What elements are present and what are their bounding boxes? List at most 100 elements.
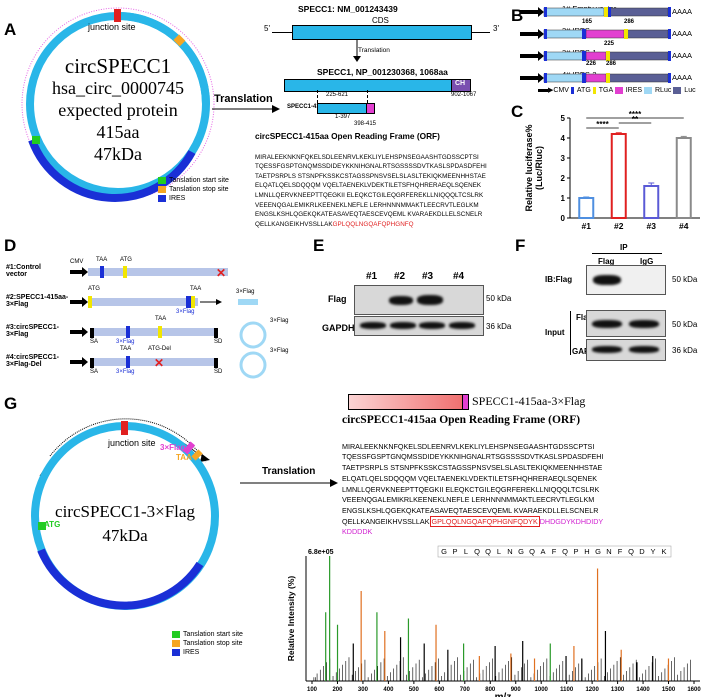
ms-peptide-residue: H [584,547,589,556]
ch-label: CH [455,80,466,87]
f-lane-igg: IgG [640,257,654,266]
legend-a-stop: Tanslation stop site [158,185,229,194]
orf-sequence-a: MIRALEEKNKNFQKELSDLEENRVLKEKLIYLEHSPNSEG… [255,143,487,239]
d-atgdel-4: ATG-Del [148,346,171,352]
d-taa-2: TAA [190,286,202,292]
d-flag-2b: 3×Flag [236,289,255,295]
b-pos-286-b: 286 [606,61,617,67]
d-atg-2: ATG [88,286,100,292]
circ-aa: 415aa [96,122,140,142]
g-start-marker [38,522,46,530]
e-kda36: 36 kDa [486,322,512,331]
junction-site-label-a: junction site [88,22,136,32]
g-junction-label: junction site [108,438,156,448]
g-circ-name: circSPECC1-3×Flag [55,502,195,521]
ms-peptide-residue: A [540,547,545,556]
f-ip-label: IP [620,243,628,252]
ms-peptide-residue: Y [650,547,655,556]
e-gapdh-band-3 [419,322,445,329]
g-orf-line-7: ENGSLKSHLQGEKQKATEASAVEQTAESCEVQEML KVAR… [342,505,599,515]
orf-a-line-2: TQESSFGSPTGNQMSSDIDEYKKNIHGNALRTSGSSSSDV… [255,163,487,171]
protein-415-bar [317,103,368,114]
c-ytick-label: 4 [561,134,566,143]
three-prime: 3' [493,24,499,33]
orf-a-line-7: ENGSLKSHLQGEKQKATEASAVEQTAESCEVQEML KVAR… [255,211,483,219]
f-input-label: Input [545,328,565,337]
gene-title: SPECC1: NM_001243439 [298,4,398,14]
c-bar [610,133,627,219]
mass-spectrum: 6.8e+05 Relative Intensity (%) 100 200 300 40… [286,545,701,697]
b-pos-286: 286 [624,19,635,25]
legend-a-ires: IRES [158,194,229,203]
ms-peptide-residue: G [441,547,447,556]
ms-xtick-label: 1200 [585,687,599,693]
e-lane-3: #3 [422,271,434,282]
legend-a-start: Tanslation start site [158,176,229,185]
g-orf-line-3: TAETPSRPLS STSNPFKSSKCSTAGSSPNSVSELSLASL… [342,463,603,473]
orf-a-line-5: LMNLLQERVKNEEPTTQEGKII ELEQKCTGILEQGRFER… [255,191,484,199]
translation-label-a: Translation [214,93,273,105]
c-sig-label: **** [629,110,642,119]
g-translation-label: Translation [262,466,316,477]
ms-peptide-residue: F [552,547,557,556]
circrna-diagram-a [21,7,215,202]
d-row-label-4: #4:circSPECC1- 3×Flag-Del [6,354,59,368]
orf-a-line-6: VEEENQGALEMIKRLKEENEKLNEFLE LERHNNNMMAKT… [255,201,479,209]
ms-peptide-box [437,545,672,558]
ms-xtick-label: 1500 [662,687,676,693]
e-flag-band-3 [417,295,443,305]
f-input-flag-blot [586,310,666,337]
ms-xtick-label: 400 [383,687,394,693]
b-pos-165: 165 [582,19,593,25]
five-prime: 5' [264,24,270,33]
construct-row-1 [520,7,671,17]
f-kda50-input: 50 kDa [672,320,698,329]
ms-xtick-label: 1000 [535,687,549,693]
circ-id: hsa_circ_0000745 [52,78,184,98]
ch-domain [451,79,471,92]
legend-b-cmv: ▶CMV [538,87,569,94]
d-flag-4b: 3×Flag [270,348,289,354]
ms-peptide-residue: L [497,547,501,556]
circle-text-a: circSPECC1 hsa_circ_0000745 expected pro… [40,55,196,165]
polya-1: AAAA [672,7,693,16]
ms-xtick-label: 200 [332,687,343,693]
pos-1-397: 1-397 [335,114,351,120]
d-flag-3b: 3×Flag [270,318,289,324]
d-taa-1: TAA [96,257,108,263]
polya-2: AAAA [672,29,693,38]
d-flag-2: 3×Flag [176,309,195,315]
c-sig-label: ** [632,115,639,124]
f-kda50-top: 50 kDa [672,275,698,284]
g-stop-marker [191,449,203,461]
constructs-b-svg [520,7,671,83]
e-lane-2: #2 [394,271,406,282]
orf-a-line-1: MIRALEEKNKNFQKELSDLEENRVLKEKLIYLEHSPNSEG… [255,153,479,161]
ms-peptide-residue: P [452,547,457,556]
orf-a-line-3: TAETPSRPLS STSNPFKSSKCSTAGSSPNSVSELSLASL… [255,172,486,180]
f-ip-line [592,253,662,254]
pos-398-415: 398-415 [354,121,377,127]
legend-b-tga: TGA [592,86,613,94]
ms-peptide-residue: Q [562,547,568,556]
d-flag-4: 3×Flag [116,369,135,375]
c-xtick-label: #3 [647,221,657,230]
ms-xtick-label: 500 [409,687,420,693]
protein-title: SPECC1, NP_001230368, 1068aa [317,67,448,77]
stop-site-marker [173,34,186,47]
d-row-label-3: #3:circSPECC1- 3×Flag [6,324,59,338]
ms-peptide-residue: N [507,547,512,556]
d-row-1: ✕ [70,266,228,280]
ms-xtick-label: 1400 [636,687,650,693]
cds-box [292,25,472,40]
g-orf-line-2: TQESSFGSPTGNQMSSDIDEYKKNIHGNALRTSGSSSSDV… [342,452,604,462]
protein-415-tail [366,103,375,114]
g-orf-title: circSPECC1-415aa Open Reading Frame (ORF… [342,414,581,426]
junction-marker [114,9,121,22]
panel-label-c: C [511,102,524,121]
ms-xtick-label: 600 [434,687,445,693]
start-site-marker [32,136,40,144]
ms-xtick-label: 1600 [687,687,701,693]
ms-peptide-residue: G [518,547,524,556]
svg-text:✕: ✕ [216,266,226,280]
